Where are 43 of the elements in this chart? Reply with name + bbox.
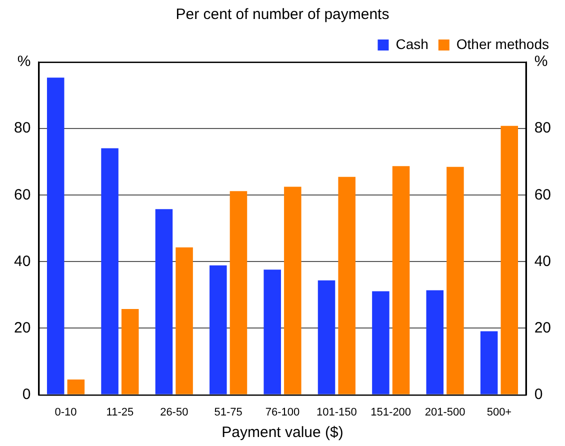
bar — [176, 247, 193, 394]
y2-tick-label: 0 — [534, 386, 543, 403]
y-tick-label: 60 — [14, 186, 31, 204]
x-tick-label: 11-25 — [106, 406, 134, 418]
y2-tick-label: 60 — [534, 186, 552, 204]
bar — [372, 291, 390, 394]
x-tick-label: 151-200 — [370, 406, 412, 418]
x-axis-title: Payment value ($) — [222, 424, 344, 442]
x-tick-label: 76-100 — [265, 406, 300, 418]
x-tick-label: 51-75 — [214, 406, 242, 418]
bar — [284, 186, 302, 394]
y2-tick-label: 80 — [534, 120, 552, 137]
bar — [446, 166, 464, 394]
chart-title: Per cent of number of payments — [176, 6, 390, 24]
legend-label: Other methods — [456, 36, 550, 52]
x-tick-label: 500+ — [486, 406, 512, 418]
bar — [480, 331, 498, 394]
y-tick-label: % — [17, 53, 31, 70]
y2-tick-label: 40 — [534, 252, 552, 270]
x-tick-label: 201-500 — [424, 406, 466, 418]
bar — [210, 265, 227, 394]
y2-tick-label: % — [534, 53, 548, 70]
bar — [230, 191, 248, 394]
x-tick-label: 101-150 — [316, 406, 357, 418]
bar — [500, 126, 518, 394]
bar — [318, 280, 336, 394]
bar — [338, 176, 356, 394]
bar — [155, 209, 173, 394]
bar — [67, 379, 85, 394]
bar — [426, 290, 444, 394]
y2-tick-label: 20 — [534, 319, 552, 336]
bar — [101, 148, 118, 394]
x-tick-label: 0-10 — [54, 406, 77, 418]
y-tick-label: 20 — [14, 319, 31, 336]
bar — [121, 308, 139, 394]
x-tick-label: 26-50 — [160, 406, 188, 418]
bar — [392, 166, 410, 394]
legend-label: Cash — [396, 36, 428, 52]
y-tick-label: 80 — [14, 120, 31, 137]
y-tick-label: 0 — [22, 386, 31, 403]
bar — [264, 270, 281, 394]
bar — [46, 78, 64, 394]
y-tick-label: 40 — [14, 252, 31, 270]
